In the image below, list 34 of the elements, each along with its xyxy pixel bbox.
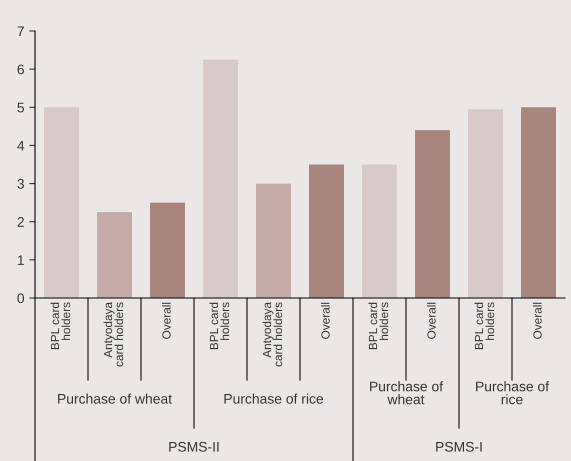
bar: [150, 202, 185, 298]
bar: [97, 212, 132, 298]
x-tick-label: Overall: [532, 302, 542, 339]
y-tick-label: 3: [17, 178, 24, 189]
x-tick-label: Antyodaya card holders: [103, 302, 124, 366]
x-tick-label: BPL card holders: [209, 302, 230, 350]
bar: [256, 184, 291, 298]
bar: [521, 107, 556, 298]
x-tick-label: BPL card holders: [474, 302, 494, 350]
x-tick-label: Overall: [320, 302, 330, 339]
text: PSMS-I: [436, 442, 482, 452]
y-tick-label: 0: [17, 293, 24, 304]
bar: [44, 107, 79, 298]
x-tick-label: BPL card holders: [50, 302, 70, 350]
x-tick-label: Overall: [426, 302, 436, 339]
text: Purchase of rice: [476, 381, 550, 404]
text: Purchase of rice: [224, 394, 324, 404]
y-tick-label: 7: [18, 26, 24, 36]
text: Purchase of wheat: [58, 394, 172, 404]
x-tick-label: Antyodaya card holders: [262, 302, 282, 366]
bar: [468, 109, 503, 298]
x-tick-label: Overall: [162, 302, 171, 339]
bar: [309, 164, 344, 298]
y-tick-label: 2: [18, 217, 24, 227]
y-tick-label: 5: [17, 102, 24, 112]
y-tick-label: 6: [18, 64, 24, 74]
bar: [415, 130, 450, 298]
bar: [362, 164, 397, 298]
x-tick-label: BPL card holders: [368, 302, 388, 350]
text: PSMS-II: [169, 442, 219, 452]
y-tick-label: 1: [18, 255, 24, 265]
text: Purchase of wheat: [370, 381, 444, 404]
bar: [203, 60, 238, 298]
y-tick-label: 4: [17, 140, 24, 150]
